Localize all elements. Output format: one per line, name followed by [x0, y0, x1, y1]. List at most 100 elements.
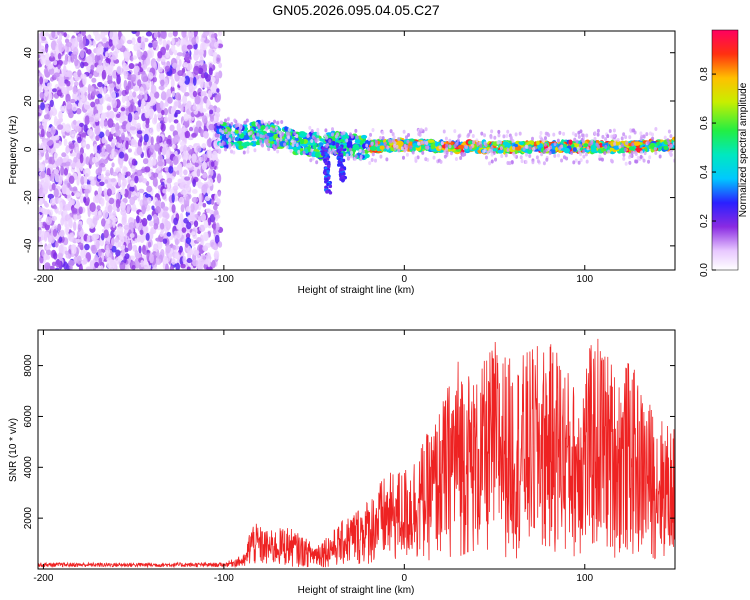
heat-cell — [215, 72, 220, 80]
heat-cell — [153, 222, 159, 230]
heat-cell — [108, 197, 115, 205]
heat-cell — [143, 249, 147, 256]
heat-cell — [63, 32, 67, 38]
heat-cell — [110, 185, 115, 195]
heat-cell — [309, 158, 313, 163]
heat-cell — [508, 161, 512, 166]
heat-cell — [631, 128, 635, 133]
heat-cell — [75, 161, 82, 169]
heat-cell — [53, 72, 60, 78]
snr-x-label: Height of straight line (km) — [298, 585, 415, 596]
heat-cell — [577, 130, 581, 135]
heat-cell — [314, 151, 320, 158]
heat-cell — [166, 60, 171, 67]
heat-cell — [628, 135, 632, 140]
heat-cell — [469, 129, 473, 134]
heat-cell — [524, 160, 528, 165]
heat-cell — [179, 212, 184, 223]
heat-cell — [183, 231, 187, 240]
heat-cell — [141, 54, 147, 61]
heat-cell — [182, 188, 188, 196]
heat-cell — [562, 131, 566, 136]
heat-cell — [367, 147, 371, 152]
heat-cell — [115, 256, 122, 265]
heat-cell — [40, 164, 46, 173]
heat-cell — [210, 199, 215, 205]
heat-cell — [581, 139, 585, 144]
heat-cell — [275, 126, 279, 131]
heat-cell — [643, 151, 647, 156]
heat-cell — [79, 195, 85, 204]
heat-cell — [80, 175, 85, 186]
heat-cell — [50, 52, 54, 58]
heat-cell — [160, 109, 165, 116]
heat-cell — [202, 47, 207, 58]
heat-cell — [186, 258, 193, 264]
heat-cell — [38, 54, 41, 59]
heat-cell — [97, 47, 103, 53]
heat-cell — [572, 147, 577, 152]
heat-cell — [158, 85, 165, 91]
heat-cell — [606, 134, 610, 139]
heat-cell — [43, 114, 50, 120]
heat-cell — [483, 148, 487, 153]
heat-cell — [110, 178, 116, 183]
heat-cell — [192, 90, 198, 98]
heat-cell — [174, 150, 178, 157]
heat-cell — [201, 162, 207, 171]
heat-cell — [43, 253, 49, 261]
heat-cell — [145, 31, 153, 37]
heat-cell — [102, 42, 109, 48]
heat-cell — [126, 39, 133, 45]
heat-cell — [53, 59, 58, 66]
heat-cell — [196, 168, 201, 177]
heat-cell — [370, 141, 374, 146]
heat-cell — [206, 98, 210, 108]
heat-cell — [251, 134, 255, 139]
heat-cell — [198, 112, 205, 117]
heat-cell — [136, 169, 143, 177]
heat-cell — [95, 135, 100, 142]
heat-cell — [38, 33, 41, 42]
heat-cell — [101, 218, 106, 227]
heat-cell — [38, 229, 43, 238]
heat-cell — [484, 143, 488, 148]
heat-cell — [105, 169, 110, 177]
heat-cell — [123, 166, 128, 173]
heat-cell — [49, 110, 54, 116]
heat-cell — [58, 43, 65, 53]
heat-cell — [158, 72, 165, 80]
heat-cell — [107, 204, 113, 213]
heat-cell — [545, 157, 549, 162]
heat-cell — [44, 43, 49, 53]
heat-cell — [540, 137, 544, 142]
heat-cell — [183, 169, 188, 176]
heat-cell — [574, 158, 578, 163]
heat-cell — [109, 56, 114, 66]
heat-cell — [620, 143, 624, 148]
heat-cell — [106, 188, 112, 197]
heat-cell — [97, 186, 102, 195]
heat-cell — [94, 254, 99, 262]
heat-cell — [651, 136, 655, 141]
heat-cell — [166, 231, 172, 237]
heat-cell — [54, 267, 60, 270]
heat-cell — [83, 234, 88, 242]
heat-cell — [639, 131, 643, 136]
heat-cell — [84, 115, 90, 126]
heat-cell — [181, 151, 187, 160]
heat-cell — [166, 177, 173, 184]
heat-cell — [593, 131, 597, 136]
heat-cell — [143, 90, 149, 95]
heat-cell — [520, 159, 524, 164]
heat-cell — [193, 220, 199, 228]
heat-cell — [71, 133, 75, 140]
heat-cell — [558, 130, 562, 135]
heat-cell — [582, 154, 586, 159]
heat-cell — [261, 143, 265, 148]
heat-cell — [116, 65, 123, 75]
heat-cell — [488, 161, 492, 166]
heat-cell — [579, 158, 583, 163]
heat-cell — [57, 124, 64, 130]
heat-cell — [467, 132, 471, 137]
